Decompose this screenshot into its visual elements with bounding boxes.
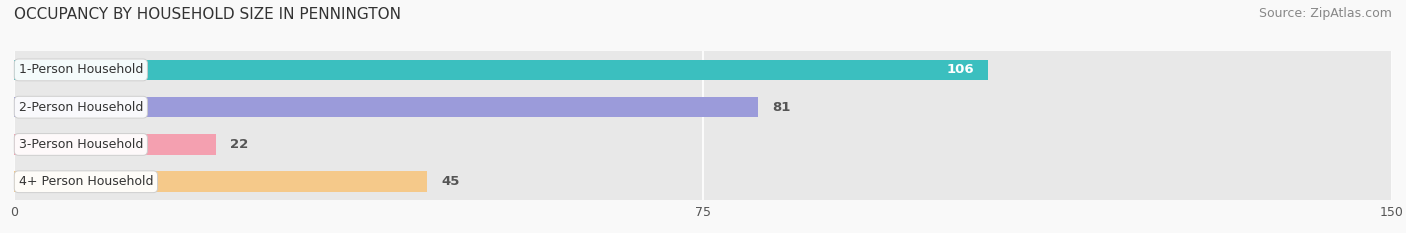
Bar	[14, 134, 217, 155]
Text: 45: 45	[441, 175, 460, 188]
Text: 22: 22	[231, 138, 249, 151]
Text: OCCUPANCY BY HOUSEHOLD SIZE IN PENNINGTON: OCCUPANCY BY HOUSEHOLD SIZE IN PENNINGTO…	[14, 7, 401, 22]
Text: 3-Person Household: 3-Person Household	[18, 138, 143, 151]
Text: 4+ Person Household: 4+ Person Household	[18, 175, 153, 188]
Text: 106: 106	[946, 63, 974, 76]
Text: 81: 81	[772, 101, 790, 114]
Text: 2-Person Household: 2-Person Household	[18, 101, 143, 114]
Text: Source: ZipAtlas.com: Source: ZipAtlas.com	[1258, 7, 1392, 20]
Text: 1-Person Household: 1-Person Household	[18, 63, 143, 76]
Bar	[14, 60, 988, 80]
Bar	[14, 97, 758, 117]
Bar	[14, 171, 427, 192]
